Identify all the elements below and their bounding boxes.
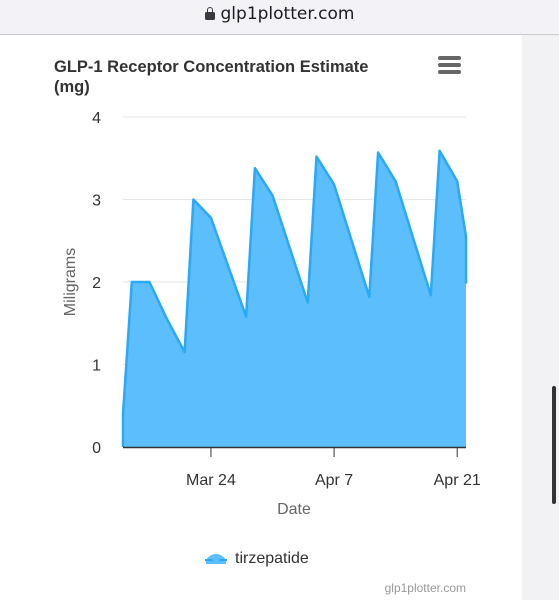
y-tick-label: 3 [92,193,101,210]
y-tick-label: 4 [92,110,101,127]
url-text: glp1plotter.com [220,4,355,24]
scrollbar-thumb[interactable] [552,386,556,504]
lock-icon [204,7,215,20]
series-line-tirzepatide [121,149,468,447]
x-tick-label: Apr 7 [315,472,353,489]
chart-canvas: 0 1 2 3 4 Mar 24 Apr 7 Apr 21 Date Miligrams [62,110,481,518]
x-tick-label: Apr 21 [434,472,481,489]
series-area-tirzepatide [123,150,466,448]
credits-link[interactable]: glp1plotter.com [384,581,466,595]
y-tick-label: 0 [92,440,101,457]
legend-label: tirzepatide [235,550,309,567]
browser-address-bar[interactable]: glp1plotter.com [0,0,559,35]
y-tick-label: 1 [92,358,101,375]
legend-area-icon [205,554,227,564]
x-axis-title: Date [277,501,311,518]
y-axis-title: Miligrams [62,248,79,316]
chart-title: GLP-1 Receptor Concentration Estimate (m… [54,58,369,96]
page-sidebar [522,35,559,600]
url-display[interactable]: glp1plotter.com [0,0,559,34]
x-tick-label: Mar 24 [186,472,236,489]
y-tick-label: 2 [92,275,101,292]
hamburger-menu-icon[interactable] [436,55,464,77]
